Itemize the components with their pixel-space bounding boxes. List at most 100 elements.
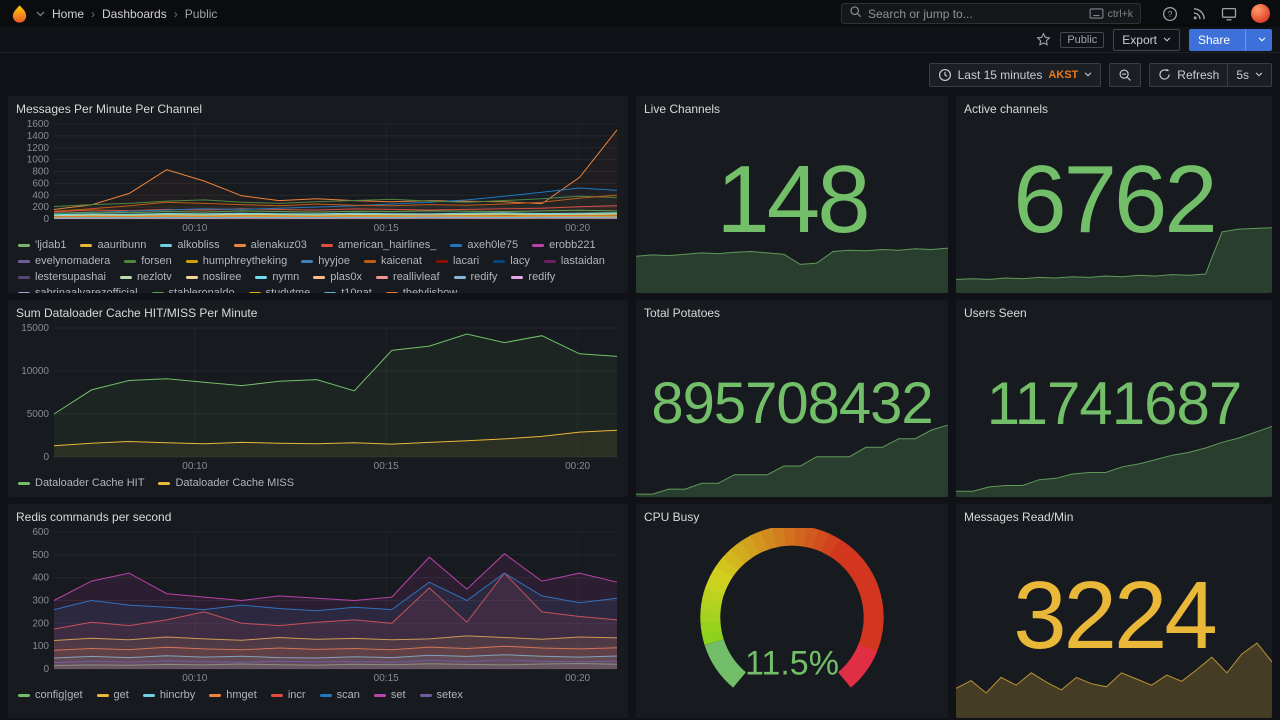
legend-item[interactable]: lacari (435, 255, 479, 268)
panel-title[interactable]: Active channels (964, 102, 1049, 116)
legend-label: scan (336, 689, 360, 701)
legend-label: Dataloader Cache MISS (175, 477, 295, 489)
legend-swatch (376, 276, 389, 279)
avatar[interactable] (1251, 4, 1270, 23)
legend-item[interactable]: Dataloader Cache MISS (158, 477, 294, 490)
rss-icon[interactable] (1192, 6, 1207, 21)
zoom-out-button[interactable] (1109, 62, 1142, 87)
panel-title[interactable]: Sum Dataloader Cache HIT/MISS Per Minute (16, 306, 258, 320)
panel-title[interactable]: Live Channels (644, 102, 721, 116)
search-input[interactable] (868, 6, 1083, 21)
panel-title[interactable]: Redis commands per second (16, 510, 172, 524)
legend-swatch (185, 276, 198, 279)
legend-item[interactable]: t10nat (324, 287, 372, 293)
legend-swatch (248, 292, 261, 293)
legend-label: humphreytheking (202, 255, 288, 267)
legend-label: stableronaldo (168, 287, 235, 293)
legend-item[interactable]: redify (453, 271, 497, 284)
chevron-down-icon (1163, 37, 1171, 42)
legend-swatch (18, 260, 30, 263)
svg-text:1400: 1400 (27, 131, 50, 142)
legend-item[interactable]: lacy (493, 255, 530, 268)
breadcrumb-home[interactable]: Home (52, 6, 85, 21)
legend-item[interactable]: nezlotv (119, 271, 172, 284)
legend-item[interactable]: hmget (209, 689, 257, 702)
breadcrumb-public[interactable]: Public (184, 6, 218, 21)
legend-item[interactable]: hyyjoe (301, 255, 350, 268)
legend-swatch (511, 276, 524, 279)
legend-item[interactable]: Dataloader Cache HIT (18, 477, 144, 490)
legend-item[interactable]: get (96, 689, 129, 702)
monitor-icon[interactable] (1221, 6, 1237, 22)
panel-title[interactable]: CPU Busy (644, 510, 700, 524)
legend-item[interactable]: axeh0le75 (450, 239, 518, 252)
legend-swatch (363, 260, 376, 263)
refresh-interval: 5s (1236, 67, 1249, 82)
legend-swatch (419, 694, 432, 697)
legend-item[interactable]: alenakuz03 (233, 239, 307, 252)
legend-item[interactable]: alkobliss (160, 239, 220, 252)
legend-item[interactable]: setex (419, 689, 463, 702)
help-icon[interactable]: ? (1162, 6, 1178, 22)
legend-item[interactable]: scan (319, 689, 360, 702)
breadcrumb-dashboards[interactable]: Dashboards (102, 6, 167, 21)
svg-text:00:10: 00:10 (182, 223, 207, 234)
legend-item[interactable]: american_hairlines_ (320, 239, 436, 252)
svg-text:00:20: 00:20 (565, 673, 590, 684)
legend-swatch (18, 244, 30, 247)
legend-item[interactable]: lastaidan (543, 255, 605, 268)
svg-text:00:15: 00:15 (374, 673, 399, 684)
time-range-picker[interactable]: Last 15 minutes AKST (928, 62, 1102, 87)
legend-item[interactable]: studytme (248, 287, 310, 293)
nav-icon-group: ? (1162, 4, 1270, 23)
redis-chart[interactable]: 0 100 200 300 400 500 600 00:10 00:15 00:20 (16, 527, 620, 685)
dataloader-chart[interactable]: 0 5000 10000 15000 00:10 00:15 00:20 (16, 323, 620, 473)
refresh-button[interactable]: Refresh 5s (1149, 62, 1272, 87)
chevron-down-icon[interactable] (36, 11, 45, 17)
search-shortcut: ctrl+k (1089, 8, 1133, 20)
chevron-down-icon (1255, 72, 1263, 77)
panel-title[interactable]: Total Potatoes (644, 306, 721, 320)
legend-item[interactable]: lestersupashai (18, 271, 106, 284)
legend-label: t10nat (341, 287, 372, 293)
search-box[interactable]: ctrl+k (841, 3, 1141, 24)
legend-item[interactable]: incr (270, 689, 306, 702)
legend-swatch (270, 694, 283, 697)
legend-swatch (255, 276, 268, 279)
public-badge: Public (1060, 31, 1105, 48)
legend-item[interactable]: nymn (255, 271, 299, 284)
legend-item[interactable]: config|get (18, 689, 83, 702)
svg-text:200: 200 (32, 202, 49, 213)
share-menu-caret[interactable] (1252, 37, 1272, 42)
legend-item[interactable]: erobb221 (532, 239, 596, 252)
legend-item[interactable]: kaicenat (363, 255, 422, 268)
button-divider (1245, 28, 1246, 51)
messages-chart[interactable]: 0 200 400 600 800 1000 1200 1400 1600 00:10 00:15 0… (16, 119, 620, 235)
star-icon[interactable] (1036, 32, 1051, 47)
legend-item[interactable]: evelynomadera (18, 255, 110, 268)
legend-item[interactable]: sabrinaalvarezofficial (18, 287, 138, 293)
legend-item[interactable]: humphreytheking (185, 255, 288, 268)
panel-title[interactable]: Messages Per Minute Per Channel (16, 102, 203, 116)
clock-icon (938, 68, 951, 81)
legend-item[interactable]: stableronaldo (151, 287, 235, 293)
panel-title[interactable]: Users Seen (964, 306, 1027, 320)
legend-item[interactable]: forsen (124, 255, 172, 268)
share-button[interactable]: Share (1188, 28, 1272, 51)
legend-item[interactable]: 'ljdab1 (18, 239, 66, 252)
panel-title[interactable]: Messages Read/Min (964, 510, 1074, 524)
legend-swatch (453, 276, 466, 279)
export-button[interactable]: Export (1113, 28, 1180, 51)
legend-item[interactable]: plas0x (313, 271, 362, 284)
legend-item[interactable]: nosliree (185, 271, 241, 284)
legend-item[interactable]: thetylishow (385, 287, 457, 293)
stat-value: 148 (716, 145, 870, 253)
legend-item[interactable]: set (373, 689, 406, 702)
grafana-logo-icon[interactable] (10, 4, 29, 23)
legend-item[interactable]: reallivleaf (376, 271, 440, 284)
legend-item[interactable]: aauribunn (80, 239, 146, 252)
legend-item[interactable]: redify (511, 271, 555, 284)
legend-label: nymn (272, 271, 300, 283)
legend-item[interactable]: hincrby (142, 689, 195, 702)
breadcrumb-separator: › (173, 6, 178, 21)
